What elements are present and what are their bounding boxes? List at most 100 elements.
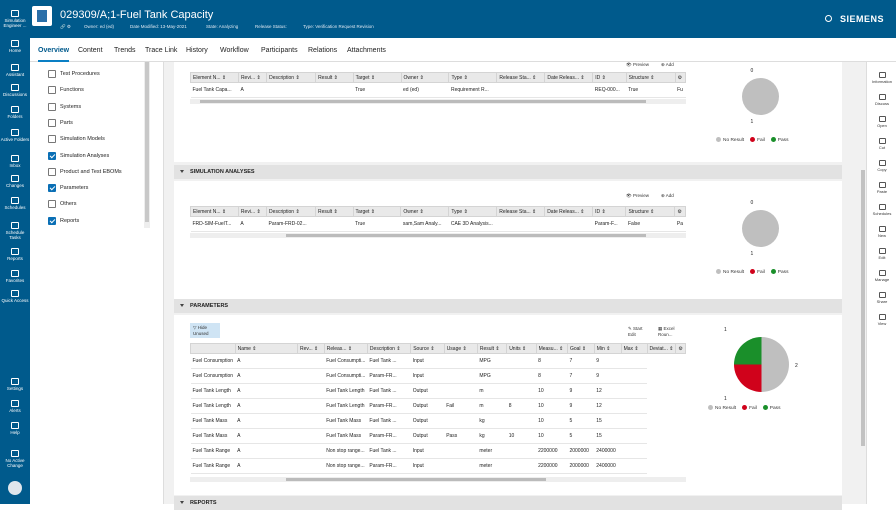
table-row[interactable]: Fuel Tank Mass A Fuel Tank Mass Param-FR...… [190,428,686,444]
column-chooser[interactable]: ⚙ [675,343,686,354]
column-header[interactable]: Source ⇕ [410,343,445,354]
filter-checkbox[interactable] [48,135,56,144]
table-row[interactable]: FRD-SIM-FuelT... A Param-FRD-02... True sam,… [190,216,686,232]
table-row[interactable]: Fuel Tank Mass A Fuel Tank Mass Fuel Tank .… [190,413,686,429]
filter-checkbox[interactable] [48,200,56,209]
command-share[interactable]: Share [867,292,896,304]
nav-item[interactable]: Inbox [0,155,30,168]
column-header[interactable]: Revi... ⇕ [237,206,268,217]
command-new[interactable]: New [867,226,896,238]
filter-checkbox[interactable] [48,118,56,127]
simulation-analyses-header[interactable]: SIMULATION ANALYSES [174,165,842,179]
column-header[interactable]: Max ⇕ [620,343,648,354]
nav-item[interactable]: Reports [0,248,30,261]
filter-checkbox[interactable] [48,102,56,111]
column-header[interactable]: Min ⇕ [593,343,622,354]
excel-roundtrip-button[interactable]: ▦ Excel Roun... [658,326,675,337]
column-header[interactable]: Releas... ⇕ [323,343,368,354]
tab-trace-link[interactable]: Trace Link [145,47,178,54]
sim-preview-button[interactable]: 👁 Preview [626,193,649,198]
filter-checkbox[interactable] [48,70,56,78]
command-edit[interactable]: Edit [867,248,896,260]
nav-item[interactable]: Favorites [0,270,30,283]
command-discuss[interactable]: Discuss [867,94,896,106]
tab-participants[interactable]: Participants [261,47,298,54]
table-row[interactable]: Fuel Consumption A Fuel Consumpti... Param-… [190,368,686,384]
column-header[interactable]: Measu... ⇕ [535,343,568,354]
sim-add-button[interactable]: ⊕ Add [661,193,674,198]
filter-checkbox[interactable] [48,184,56,193]
column-header[interactable]: Structure ⇕ [625,206,676,217]
req-hscroll[interactable] [190,99,686,104]
column-header[interactable]: Target ⇕ [352,72,402,83]
nav-item[interactable]: Folders [0,106,30,119]
main-vscroll-thumb[interactable] [861,170,865,446]
req-preview-button[interactable]: 👁 Preview [626,62,649,67]
command-view[interactable]: View [867,314,896,326]
filter-checkbox[interactable] [48,151,56,160]
column-header[interactable]: Date Releas... ⇕ [544,72,594,83]
search-icon[interactable] [825,15,832,22]
req-add-button[interactable]: ⊕ Add [661,62,674,67]
filter-scrollbar-thumb[interactable] [145,62,149,222]
column-header[interactable]: Release Sta... ⇕ [496,72,546,83]
hide-unused-button[interactable]: ▽ Hide Unused [190,323,220,338]
command-schedules[interactable]: Schedules [867,204,896,216]
filter-checkbox[interactable] [48,167,56,176]
column-header[interactable]: Usage ⇕ [443,343,478,354]
column-header[interactable]: Element N... ⇕ [190,206,239,217]
column-header[interactable]: ID ⇕ [592,72,627,83]
table-row[interactable]: Fuel Tank Length A Fuel Tank Length Param-F… [190,398,686,414]
sim-hscroll-thumb[interactable] [286,234,646,237]
nav-item[interactable]: Schedules [0,197,30,210]
nav-item[interactable]: Active Folders [0,129,30,142]
tab-attachments[interactable]: Attachments [347,47,386,54]
column-header[interactable]: Type ⇕ [448,72,498,83]
column-header[interactable]: Description ⇕ [266,206,316,217]
tab-overview[interactable]: Overview [38,47,70,54]
column-header[interactable]: Name ⇕ [234,343,298,354]
tab-relations[interactable]: Relations [308,47,338,54]
command-paste[interactable]: Paste [867,182,896,194]
sim-hscroll[interactable] [190,233,686,238]
column-header[interactable]: Structure ⇕ [625,72,676,83]
column-header[interactable]: Result ⇕ [476,343,508,354]
nav-item[interactable]: No Active Change [0,450,30,468]
user-avatar[interactable] [8,481,22,495]
column-header[interactable]: Target ⇕ [352,206,402,217]
column-chooser[interactable]: ⚙ [674,72,687,83]
column-header[interactable]: Release Sta... ⇕ [496,206,546,217]
nav-item[interactable]: Settings [0,378,30,391]
column-header[interactable]: Units ⇕ [506,343,537,354]
nav-item[interactable]: Schedule Tasks [0,222,30,240]
param-hscroll[interactable] [190,477,686,482]
column-header[interactable]: Date Releas... ⇕ [544,206,594,217]
reports-header[interactable]: REPORTS [174,496,842,510]
nav-item[interactable]: Simulation Engineer ... [0,10,30,28]
tab-history[interactable]: History [186,47,208,54]
nav-item[interactable]: Help [0,422,30,435]
column-header[interactable]: Deviat... ⇕ [646,343,677,354]
start-edit-button[interactable]: ✎ Start Edit [628,326,643,337]
filter-checkbox[interactable] [48,86,56,95]
column-header[interactable]: Goal ⇕ [566,343,595,354]
column-header[interactable]: Result ⇕ [315,206,354,217]
req-hscroll-thumb[interactable] [200,100,646,103]
nav-item[interactable]: Home [0,40,30,53]
column-header[interactable]: Result ⇕ [315,72,354,83]
nav-item[interactable]: Assistant [0,64,30,77]
column-header[interactable]: ID ⇕ [592,206,627,217]
column-header[interactable]: Description ⇕ [266,72,317,83]
table-row[interactable]: Fuel Tank Range A Non stop range... Param-F… [190,458,686,474]
column-chooser[interactable]: ⚙ [674,206,686,217]
column-header[interactable]: Element N... ⇕ [190,72,239,83]
command-cut[interactable]: Cut [867,138,896,150]
tab-trends[interactable]: Trends [114,47,136,54]
column-header[interactable]: Type ⇕ [448,206,498,217]
command-information[interactable]: Information [867,72,896,84]
table-row[interactable]: Fuel Consumption A Fuel Consumpti... Fuel T… [190,353,686,369]
tab-content[interactable]: Content [78,47,103,54]
table-row[interactable]: Fuel Tank Length A Fuel Tank Length Fuel Ta… [190,383,686,399]
filter-checkbox[interactable] [48,216,56,225]
parameters-header[interactable]: PARAMETERS [174,299,842,313]
